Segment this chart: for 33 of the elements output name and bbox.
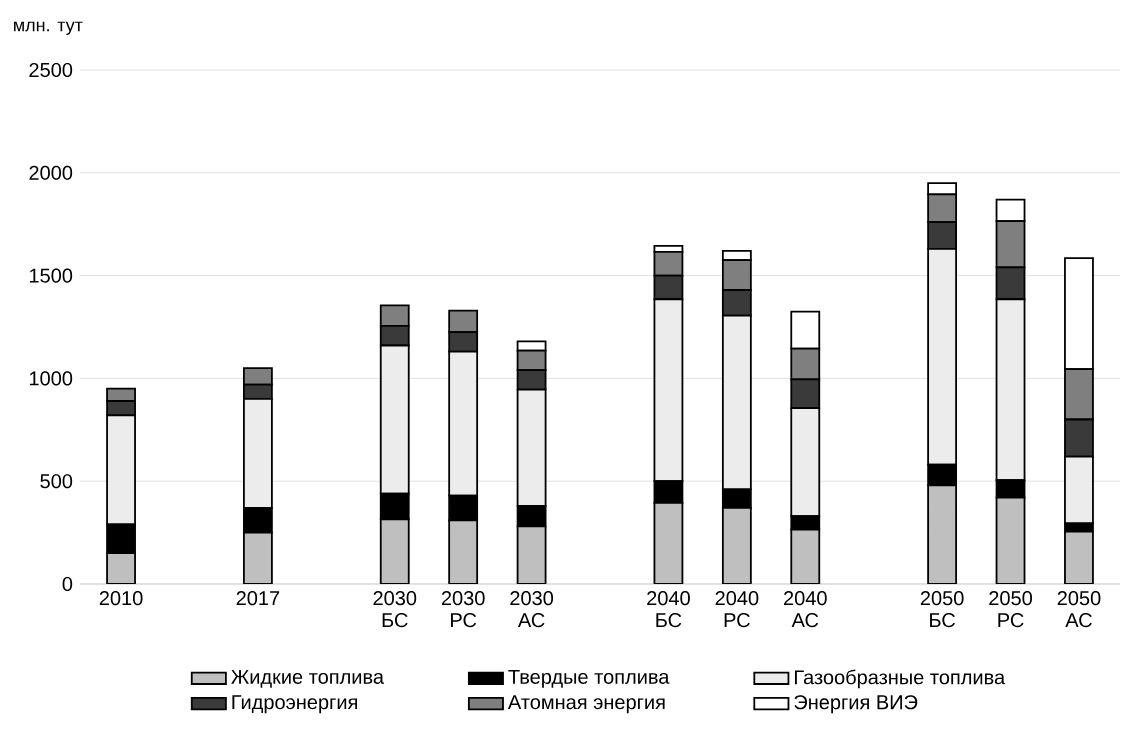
x-tick-label: 2017: [236, 591, 280, 606]
x-tick-label: 2030 АС: [510, 591, 554, 628]
legend-label: Жидкие топлива: [231, 669, 384, 688]
y-tick-label: 0: [62, 576, 73, 592]
y-tick-label: 500: [40, 474, 73, 489]
y-tick-label: 1000: [29, 371, 73, 386]
x-tick-label: 2010: [99, 591, 143, 606]
legend-label: Атомная энергия: [507, 695, 665, 714]
x-tick-label: 2040 БС: [647, 591, 690, 628]
x-tick-label: 2030 БС: [373, 591, 417, 628]
bar: [927, 484, 958, 584]
x-tick-label: 2050 БС: [920, 591, 964, 628]
bar: [448, 519, 479, 584]
y-tick-label: 1500: [29, 268, 73, 283]
bar: [379, 518, 410, 584]
bar: [995, 496, 1026, 584]
bar: [721, 507, 752, 584]
x-tick-label: 2040 АС: [784, 591, 827, 628]
legend-label: Гидроэнергия: [232, 695, 357, 714]
x-tick-label: 2050 АС: [1057, 591, 1101, 628]
bar: [790, 528, 821, 584]
legend-label: Газообразные топлива: [794, 669, 1006, 689]
bar: [516, 525, 547, 584]
bar: [653, 501, 684, 584]
y-tick-label: 2500: [29, 62, 73, 78]
y-tick-label: 2000: [29, 165, 73, 180]
legend-label: Энергия ВИЭ: [794, 695, 918, 714]
x-tick-label: 2050 РС: [989, 591, 1032, 628]
y-axis-title: млн. тут: [14, 21, 83, 35]
legend-label: Твердые топлива: [508, 669, 670, 688]
x-tick-label: 2030 РС: [441, 591, 485, 628]
bar: [1064, 530, 1094, 584]
x-tick-label: 2040 РС: [715, 591, 759, 628]
